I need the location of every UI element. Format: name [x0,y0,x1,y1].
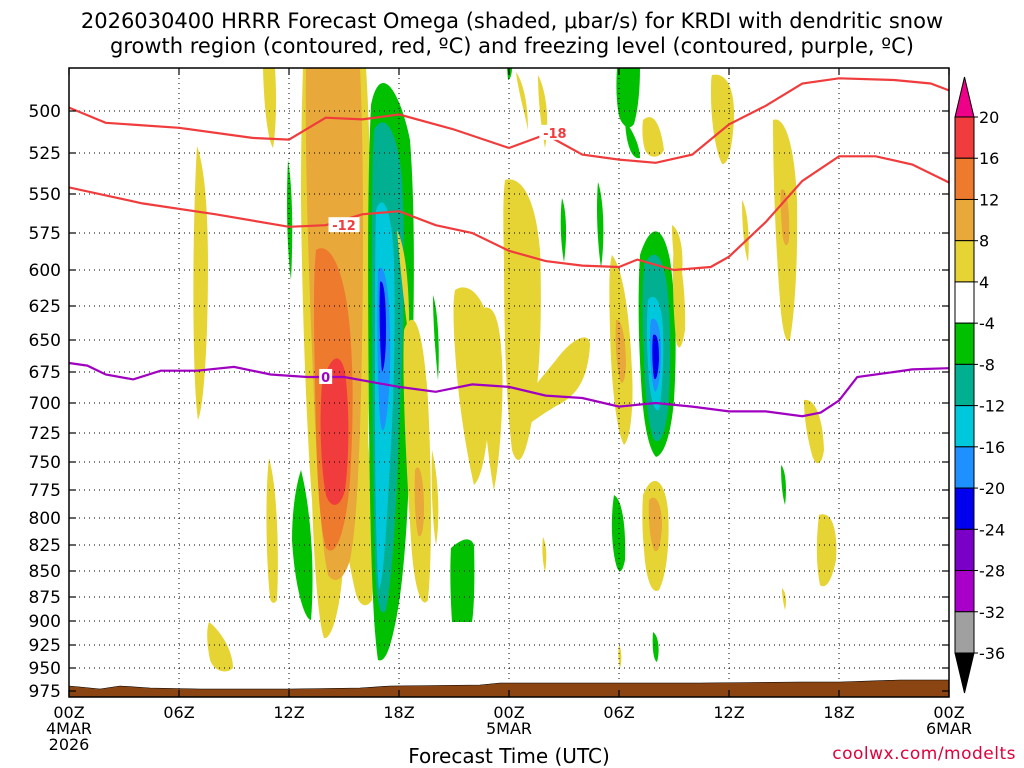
colorbar-bin [954,570,975,613]
x-axis-label: Forecast Time (UTC) [408,744,610,768]
colorbar-bin [954,322,975,365]
contour-label: -12 [332,219,356,234]
y-tick-label: 525 [29,144,61,164]
colorbar-label: 16 [979,149,999,168]
temperature-contours: -18 -12 0 [69,77,949,418]
y-tick-label: 825 [29,536,61,556]
x-tick-date: 5MAR [486,719,532,738]
chart-axes: 500 525 550 575 600 625 650 675 700 725 750 775 800 8… [29,67,972,768]
colorbar-label: -24 [979,520,1005,539]
colorbar-bin [954,487,975,530]
contour-label: 0 [321,371,330,386]
colorbar-bin [954,157,975,200]
x-tick-label: 06Z [603,703,634,722]
chart-title-line-1: 2026030400 HRRR Forecast Omega (shaded, … [80,9,944,33]
colorbar-label: -4 [979,314,995,333]
contour-label: -18 [543,127,567,142]
contour-line-2 [69,361,949,418]
colorbar-label: -12 [979,397,1005,416]
colorbar-label: 12 [979,190,999,209]
x-tick-label: 00Z [933,703,964,722]
contour-label-bg [319,368,333,384]
x-tick-label: 06Z [163,703,194,722]
y-tick-label: 925 [29,636,61,656]
y-tick-label: 750 [29,453,61,473]
colorbar-label: 8 [979,232,989,251]
colorbar-label: -8 [979,355,995,374]
y-tick-label: 550 [29,185,61,205]
y-tick-label: 625 [29,297,61,317]
y-tick-label: 675 [29,363,61,383]
y-tick-label: 950 [29,659,61,679]
colorbar-bin [954,240,975,283]
x-tick-label: 00Z [53,703,84,722]
colorbar-bin [954,281,975,324]
colorbar-bin [954,198,975,242]
colorbar-top-arrow [954,76,975,118]
contour-label-bg [328,217,360,233]
y-tick-label: 775 [29,481,61,501]
colorbar-label: -32 [979,603,1005,622]
colorbar-label: 4 [979,273,989,292]
x-tick-label: 00Z [493,703,524,722]
colorbar-bin [954,405,975,448]
colorbar-bin [954,528,975,572]
x-tick-label: 18Z [383,703,414,722]
chart-title-line-2: growth region (contoured, red, ºC) and f… [110,34,914,58]
colorbar-bin [954,363,975,407]
y-tick-label: 600 [29,261,61,281]
y-tick-label: 900 [29,612,61,632]
x-tick-date: 6MAR [926,719,972,738]
x-tick-date: 4MAR [46,719,92,738]
colorbar-label: -28 [979,562,1005,581]
y-tick-label: 700 [29,394,61,414]
y-tick-label: 650 [29,331,61,351]
colorbar-label: -36 [979,644,1005,663]
colorbar-bin [954,611,975,654]
colorbar-label: -20 [979,479,1005,498]
x-tick-label: 12Z [713,703,744,722]
y-tick-label: 875 [29,588,61,608]
colorbar-bin [954,446,975,489]
contour-label-bg [539,124,571,140]
y-tick-label: 500 [29,102,61,122]
colorbar-label: -16 [979,438,1005,457]
colorbar-bin [954,116,975,159]
contour-line-1 [69,155,949,272]
y-tick-label: 575 [29,224,61,244]
y-tick-label: 800 [29,509,61,529]
omega-colorbar: 20 16 12 8 4 -4 -8 -12 -16 -20 -24 -28 -32 -36 [954,76,1005,694]
contour-line-0 [69,77,949,164]
omega-shading [193,68,837,672]
y-tick-label: 725 [29,424,61,444]
colorbar-bottom-arrow [954,652,975,694]
x-tick-label: 12Z [273,703,304,722]
y-tick-label: 975 [29,682,61,702]
y-tick-label: 850 [29,562,61,582]
colorbar-label: 20 [979,108,999,127]
x-tick-label: 18Z [823,703,854,722]
credit-link[interactable]: coolwx.com/modelts [832,744,1016,764]
x-tick-year: 2026 [49,735,90,754]
